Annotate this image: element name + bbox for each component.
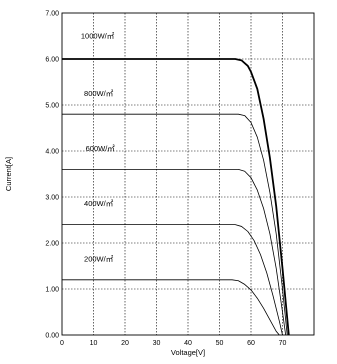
- x-axis-title: Voltage[V]: [171, 348, 205, 357]
- x-tick-label: 40: [184, 340, 192, 347]
- y-tick-label: 7.00: [45, 11, 59, 18]
- x-tick-label: 0: [60, 340, 64, 347]
- y-tick-label: 2.00: [45, 241, 59, 248]
- series-label: 1000W/㎡: [81, 31, 115, 40]
- series-label: 800W/㎡: [84, 89, 114, 98]
- x-tick-label: 10: [90, 340, 98, 347]
- curves: [62, 58, 290, 336]
- series-line: [62, 58, 290, 336]
- series-line: [62, 113, 288, 336]
- y-tick-label: 3.00: [45, 195, 59, 202]
- x-tick-label: 20: [121, 340, 129, 347]
- x-tick-label: 30: [153, 340, 161, 347]
- y-tick-labels: 0.00 1.00 2.00 3.00 4.00 5.00 6.00 7.00: [45, 11, 59, 340]
- y-tick-label: 0.00: [45, 333, 59, 340]
- y-tick-label: 6.00: [45, 57, 59, 64]
- series-label: 600W/㎡: [86, 144, 116, 153]
- curve-labels: 1000W/㎡ 800W/㎡ 600W/㎡ 400W/㎡ 200W/㎡: [81, 31, 115, 263]
- y-axis-title: Current[A]: [4, 157, 13, 191]
- y-tick-label: 4.00: [45, 149, 59, 156]
- grid: [62, 13, 314, 335]
- x-tick-label: 50: [216, 340, 224, 347]
- series-line: [62, 279, 280, 336]
- y-tick-label: 1.00: [45, 287, 59, 294]
- x-tick-labels: 0 10 20 30 40 50 60 70: [60, 340, 286, 347]
- series-label: 400W/㎡: [84, 199, 114, 208]
- y-tick-label: 5.00: [45, 103, 59, 110]
- series-line: [62, 169, 287, 336]
- plot-frame: [61, 12, 315, 336]
- series-label: 200W/㎡: [84, 254, 114, 263]
- x-tick-label: 70: [279, 340, 287, 347]
- x-tick-label: 60: [247, 340, 255, 347]
- series-line: [62, 224, 283, 336]
